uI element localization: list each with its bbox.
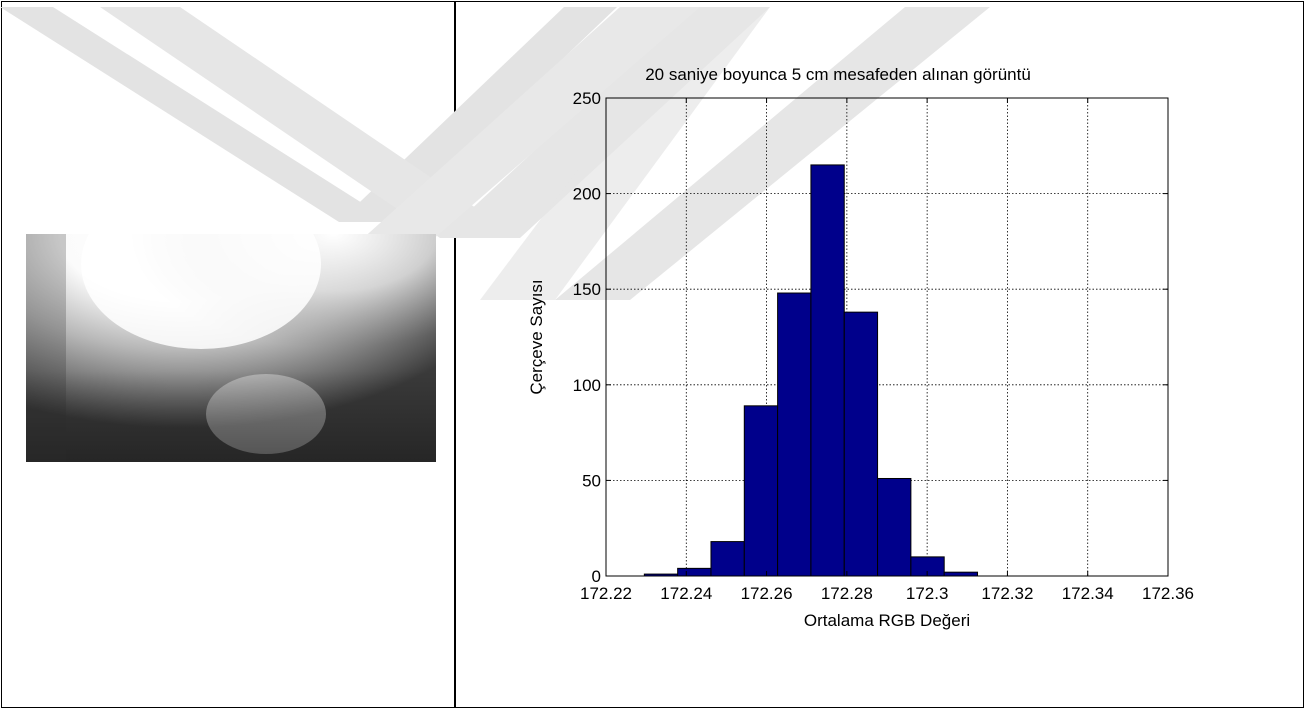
y-axis-label: Çerçeve Sayısı [527, 279, 546, 394]
histogram-bars [643, 164, 979, 577]
x-tick-label: 172.36 [1142, 584, 1194, 603]
axis-ticks: 172.22 172.24 172.26 172.28 172.3 172.32 172.3… [573, 89, 1194, 603]
plot-area-border [605, 97, 1169, 577]
y-tick-label: 100 [573, 376, 601, 395]
x-tick-label: 172.28 [821, 584, 873, 603]
x-tick-label: 172.32 [981, 584, 1033, 603]
x-tick-label: 172.3 [906, 584, 949, 603]
histogram-bar [710, 541, 745, 577]
histogram-bar [877, 477, 912, 577]
light-glow-photo [26, 234, 436, 462]
y-tick-label: 0 [592, 567, 601, 586]
y-tick-label: 200 [573, 185, 601, 204]
histogram-bar [777, 292, 812, 577]
histogram-bar [677, 567, 712, 577]
y-tick-label: 50 [582, 471, 601, 490]
histogram-chart: 20 saniye boyunca 5 cm mesafeden alınan … [527, 65, 1194, 630]
histogram-bar [843, 311, 879, 577]
x-tick-label: 172.34 [1062, 584, 1114, 603]
y-tick-label: 250 [573, 89, 601, 108]
x-tick-label: 172.22 [580, 584, 632, 603]
x-axis-label: Ortalama RGB Değeri [804, 611, 970, 630]
x-tick-label: 172.24 [660, 584, 712, 603]
column-divider [454, 1, 456, 708]
chart-title: 20 saniye boyunca 5 cm mesafeden alınan … [645, 65, 1031, 84]
histogram-bar [943, 571, 979, 577]
y-tick-label: 150 [573, 280, 601, 299]
histogram-bar [810, 164, 845, 577]
x-tick-label: 172.26 [741, 584, 793, 603]
histogram-bar [743, 405, 779, 577]
